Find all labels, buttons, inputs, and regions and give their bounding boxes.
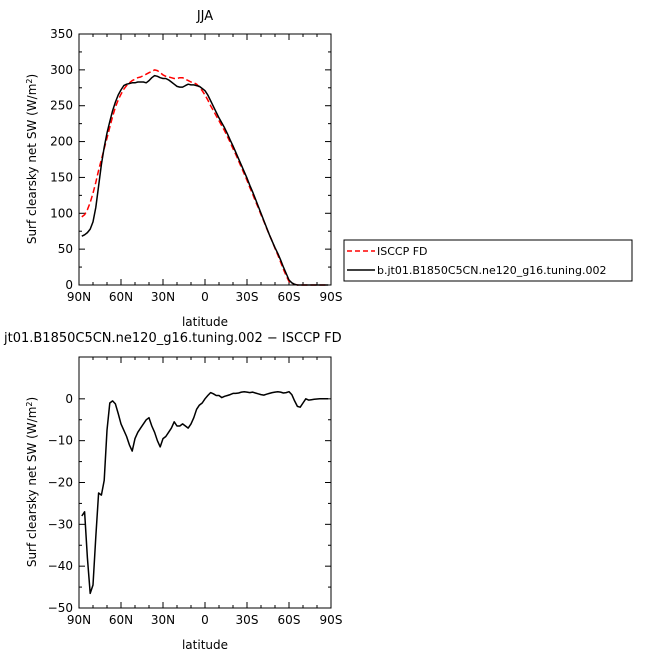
y-tick-label: 350 [50,27,73,41]
x-tick-label: 60S [278,613,301,627]
x-tick-label: 90S [320,290,343,304]
y-tick-label: −40 [48,559,73,573]
y-tick-label: 0 [65,278,73,292]
bottom-panel: jt01.B1850C5CN.ne120_g16.tuning.002 − IS… [3,331,342,652]
y-tick-label: 300 [50,63,73,77]
x-tick-label: 0 [201,290,209,304]
top-title: JJA [196,9,213,24]
bottom-plot-frame [78,356,332,609]
bottom-series [81,390,329,595]
top-y-axis-label: Surf clearsky net SW (W/m2) [25,74,40,244]
legend-box [343,239,633,282]
x-tick-label: 60N [109,290,133,304]
y-tick-label: −10 [48,434,73,448]
top-series [81,69,329,286]
legend-label-isccp: ISCCP FD [377,245,428,258]
bottom-x-axis-label: latitude [182,638,228,652]
x-tick-label: 0 [201,613,209,627]
x-tick-label: 30N [151,613,175,627]
bottom-grid-ticks: 90N 60N 30N 0 30S 60S 90S −50 −40 −30 −20 −10 0 [48,357,343,627]
top-y-axis-label-close: ) [25,74,39,79]
y-tick-label: 250 [50,99,73,113]
x-tick-label: 60S [278,290,301,304]
y-tick-label: −30 [48,517,73,531]
series-line-1 [81,74,329,286]
top-y-axis-label-main: Surf clearsky net SW (W/m [25,84,39,245]
top-y-axis-label-sup: 2 [25,79,34,84]
x-tick-label: 30S [236,290,259,304]
y-tick-label: 200 [50,135,73,149]
y-tick-label: −20 [48,476,73,490]
x-tick-label: 30S [236,613,259,627]
bottom-y-axis-label-close: ) [25,397,39,402]
x-tick-label: 30N [151,290,175,304]
top-x-axis-label: latitude [182,315,228,329]
top-plot-frame [78,33,332,286]
x-tick-label: 60N [109,613,133,627]
y-tick-label: 0 [65,392,73,406]
legend: ISCCP FD b.jt01.B1850C5CN.ne120_g16.tuni… [343,239,633,282]
top-grid-ticks: 90N 60N 30N 0 30S 60S 90S 0 50 100 150 200 250 300 350 [50,27,342,304]
bottom-y-axis-label: Surf clearsky net SW (W/m2) [25,397,40,567]
series-line-0 [81,390,329,595]
bottom-y-axis-label-main: Surf clearsky net SW (W/m [25,407,39,568]
y-tick-label: 150 [50,170,73,184]
y-tick-label: 100 [50,206,73,220]
x-tick-label: 90S [320,613,343,627]
x-tick-label: 90N [67,613,91,627]
series-line-0 [81,69,329,286]
bottom-title: jt01.B1850C5CN.ne120_g16.tuning.002 − IS… [3,331,342,346]
top-panel: JJA 90N 60N 30N 0 30S 60S 90S 0 50 100 150 200 250 30… [25,9,343,329]
y-tick-label: 50 [58,242,73,256]
y-tick-label: −50 [48,601,73,615]
legend-label-model: b.jt01.B1850C5CN.ne120_g16.tuning.002 [377,264,606,277]
bottom-y-axis-label-sup: 2 [25,402,34,407]
x-tick-label: 90N [67,290,91,304]
